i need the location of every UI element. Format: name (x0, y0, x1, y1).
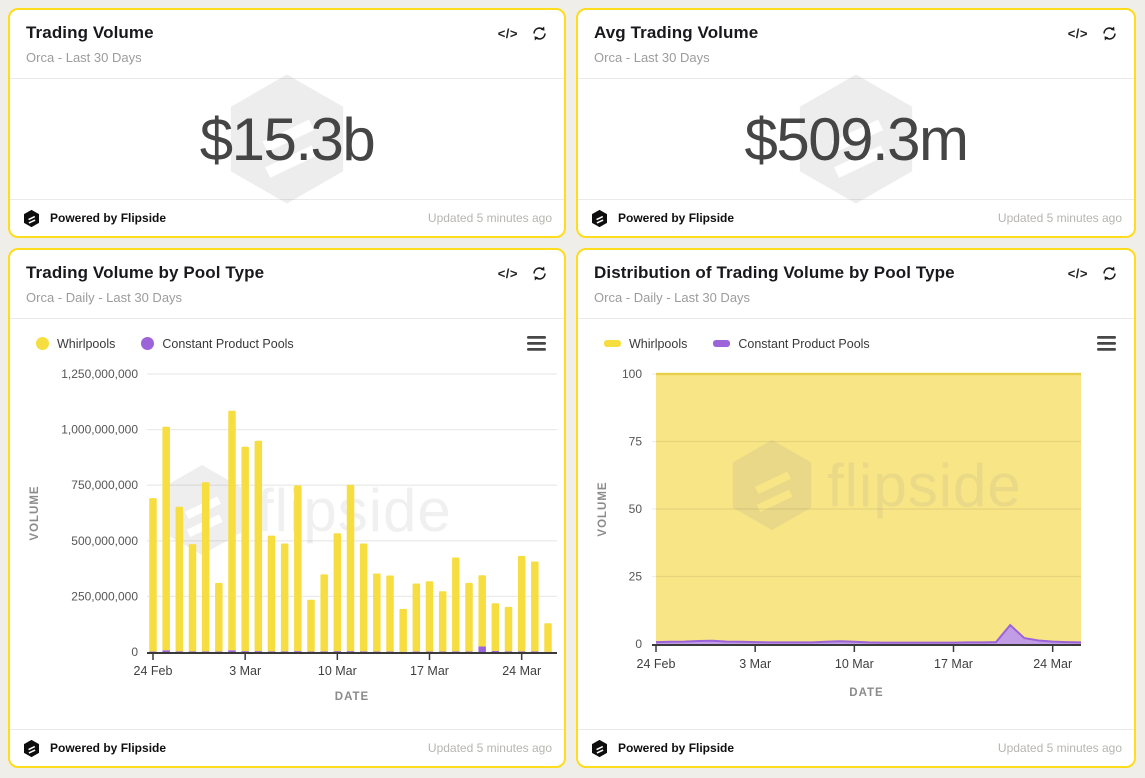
svg-text:flipside: flipside (257, 477, 452, 544)
code-icon[interactable]: </> (1067, 266, 1088, 281)
card-footer: Powered by Flipside Updated 5 minutes ag… (10, 729, 564, 766)
chart-legend: Whirlpools Constant Product Pools (10, 319, 564, 360)
powered-by-label: Powered by Flipside (618, 211, 735, 225)
legend-label: Whirlpools (629, 336, 688, 351)
header-icons: </> (1068, 25, 1118, 42)
card-title: Avg Trading Volume (594, 23, 759, 42)
card-title: Trading Volume by Pool Type (26, 263, 265, 282)
svg-text:DATE: DATE (335, 691, 369, 703)
legend-label: Constant Product Pools (162, 336, 294, 351)
constant-product-pools-swatch (713, 340, 731, 347)
svg-text:100: 100 (622, 367, 642, 381)
card-title: Trading Volume (26, 23, 154, 42)
legend-item-constant-product-pools[interactable]: Constant Product Pools (141, 336, 294, 351)
legend-label: Constant Product Pools (738, 336, 870, 351)
card-subtitle: Orca - Last 30 Days (594, 50, 710, 65)
svg-text:VOLUME: VOLUME (29, 485, 41, 540)
svg-text:10 Mar: 10 Mar (835, 657, 874, 671)
svg-text:50: 50 (629, 502, 643, 516)
pool-type-bar-chart[interactable]: 0 250,000,000 500,000,000 750,000,000 1,000,… (10, 360, 564, 729)
svg-text:3 Mar: 3 Mar (739, 657, 771, 671)
header-icons: </> (498, 25, 548, 42)
legend-item-whirlpools[interactable]: Whirlpools (36, 337, 115, 351)
refresh-icon[interactable] (531, 265, 548, 282)
svg-text:17 Mar: 17 Mar (934, 657, 973, 671)
big-number-body: $15.3b (10, 74, 564, 204)
card-avg-trading-volume: Avg Trading Volume Orca - Last 30 Days <… (576, 8, 1136, 238)
svg-text:24 Mar: 24 Mar (502, 664, 541, 678)
svg-text:250,000,000: 250,000,000 (71, 589, 138, 603)
card-footer: Powered by Flipside Updated 5 minutes ag… (578, 729, 1134, 766)
header-icons: </> (1068, 265, 1118, 282)
legend-label: Whirlpools (57, 336, 116, 351)
svg-text:24 Feb: 24 Feb (134, 664, 173, 678)
card-trading-volume: Trading Volume Orca - Last 30 Days </> $… (8, 8, 566, 238)
code-icon[interactable]: </> (1067, 26, 1088, 41)
svg-text:1,000,000,000: 1,000,000,000 (61, 423, 138, 437)
flipside-logo-icon (591, 209, 608, 227)
metric-value: $15.3b (199, 105, 376, 173)
card-header: Distribution of Trading Volume by Pool T… (578, 250, 1134, 319)
svg-text:VOLUME: VOLUME (597, 481, 609, 536)
header-icons: </> (498, 265, 548, 282)
svg-text:3 Mar: 3 Mar (229, 664, 261, 678)
updated-label: Updated 5 minutes ago (427, 741, 552, 755)
updated-label: Updated 5 minutes ago (997, 211, 1122, 225)
updated-label: Updated 5 minutes ago (997, 741, 1122, 755)
svg-text:24 Mar: 24 Mar (1033, 657, 1072, 671)
card-subtitle: Orca - Last 30 Days (26, 50, 142, 65)
constant-product-pools-swatch (141, 337, 155, 350)
powered-by-label: Powered by Flipside (50, 211, 167, 225)
whirlpools-swatch (604, 340, 621, 347)
svg-text:10 Mar: 10 Mar (318, 664, 357, 678)
flipside-watermark-icon (230, 74, 344, 204)
chart-menu-icon[interactable] (527, 336, 546, 351)
card-distribution-by-pool-type: Distribution of Trading Volume by Pool T… (576, 248, 1136, 768)
chart-legend: Whirlpools Constant Product Pools (578, 319, 1134, 360)
flipside-watermark-icon (799, 74, 913, 204)
svg-text:0: 0 (635, 637, 642, 651)
card-header: Trading Volume Orca - Last 30 Days </> (10, 10, 564, 79)
svg-text:750,000,000: 750,000,000 (71, 478, 138, 492)
card-header: Avg Trading Volume Orca - Last 30 Days <… (578, 10, 1134, 79)
legend-item-whirlpools[interactable]: Whirlpools (604, 337, 687, 351)
svg-text:24 Feb: 24 Feb (637, 657, 676, 671)
card-header: Trading Volume by Pool Type Orca - Daily… (10, 250, 564, 319)
svg-text:17 Mar: 17 Mar (410, 664, 449, 678)
card-title: Distribution of Trading Volume by Pool T… (594, 263, 955, 282)
chart-body: Whirlpools Constant Product Pools 0 250,0… (10, 319, 564, 729)
code-icon[interactable]: </> (497, 26, 518, 41)
chart-menu-icon[interactable] (1097, 336, 1116, 351)
whirlpools-swatch (36, 337, 49, 350)
updated-label: Updated 5 minutes ago (427, 211, 552, 225)
svg-text:25: 25 (629, 570, 643, 584)
code-icon[interactable]: </> (497, 266, 518, 281)
legend-item-constant-product-pools[interactable]: Constant Product Pools (713, 336, 870, 351)
svg-text:0: 0 (131, 645, 138, 659)
svg-text:500,000,000: 500,000,000 (71, 534, 138, 548)
powered-by-label: Powered by Flipside (50, 741, 167, 755)
chart-body: Whirlpools Constant Product Pools 0 25 50 7… (578, 319, 1134, 729)
card-subtitle: Orca - Daily - Last 30 Days (26, 290, 183, 305)
metric-value: $509.3m (744, 105, 970, 173)
dashboard-grid: Trading Volume Orca - Last 30 Days </> $… (8, 8, 1136, 768)
powered-by-label: Powered by Flipside (618, 741, 735, 755)
big-number-body: $509.3m (578, 74, 1134, 204)
card-footer: Powered by Flipside Updated 5 minutes ag… (10, 199, 564, 236)
card-volume-by-pool-type: Trading Volume by Pool Type Orca - Daily… (8, 248, 566, 768)
flipside-logo-icon (591, 739, 608, 757)
svg-text:DATE: DATE (849, 687, 883, 699)
refresh-icon[interactable] (531, 25, 548, 42)
svg-text:75: 75 (629, 435, 643, 449)
refresh-icon[interactable] (1101, 265, 1118, 282)
flipside-logo-icon (23, 739, 40, 757)
card-subtitle: Orca - Daily - Last 30 Days (594, 290, 751, 305)
flipside-logo-icon (23, 209, 40, 227)
refresh-icon[interactable] (1101, 25, 1118, 42)
svg-text:1,250,000,000: 1,250,000,000 (61, 367, 138, 381)
card-footer: Powered by Flipside Updated 5 minutes ag… (578, 199, 1134, 236)
